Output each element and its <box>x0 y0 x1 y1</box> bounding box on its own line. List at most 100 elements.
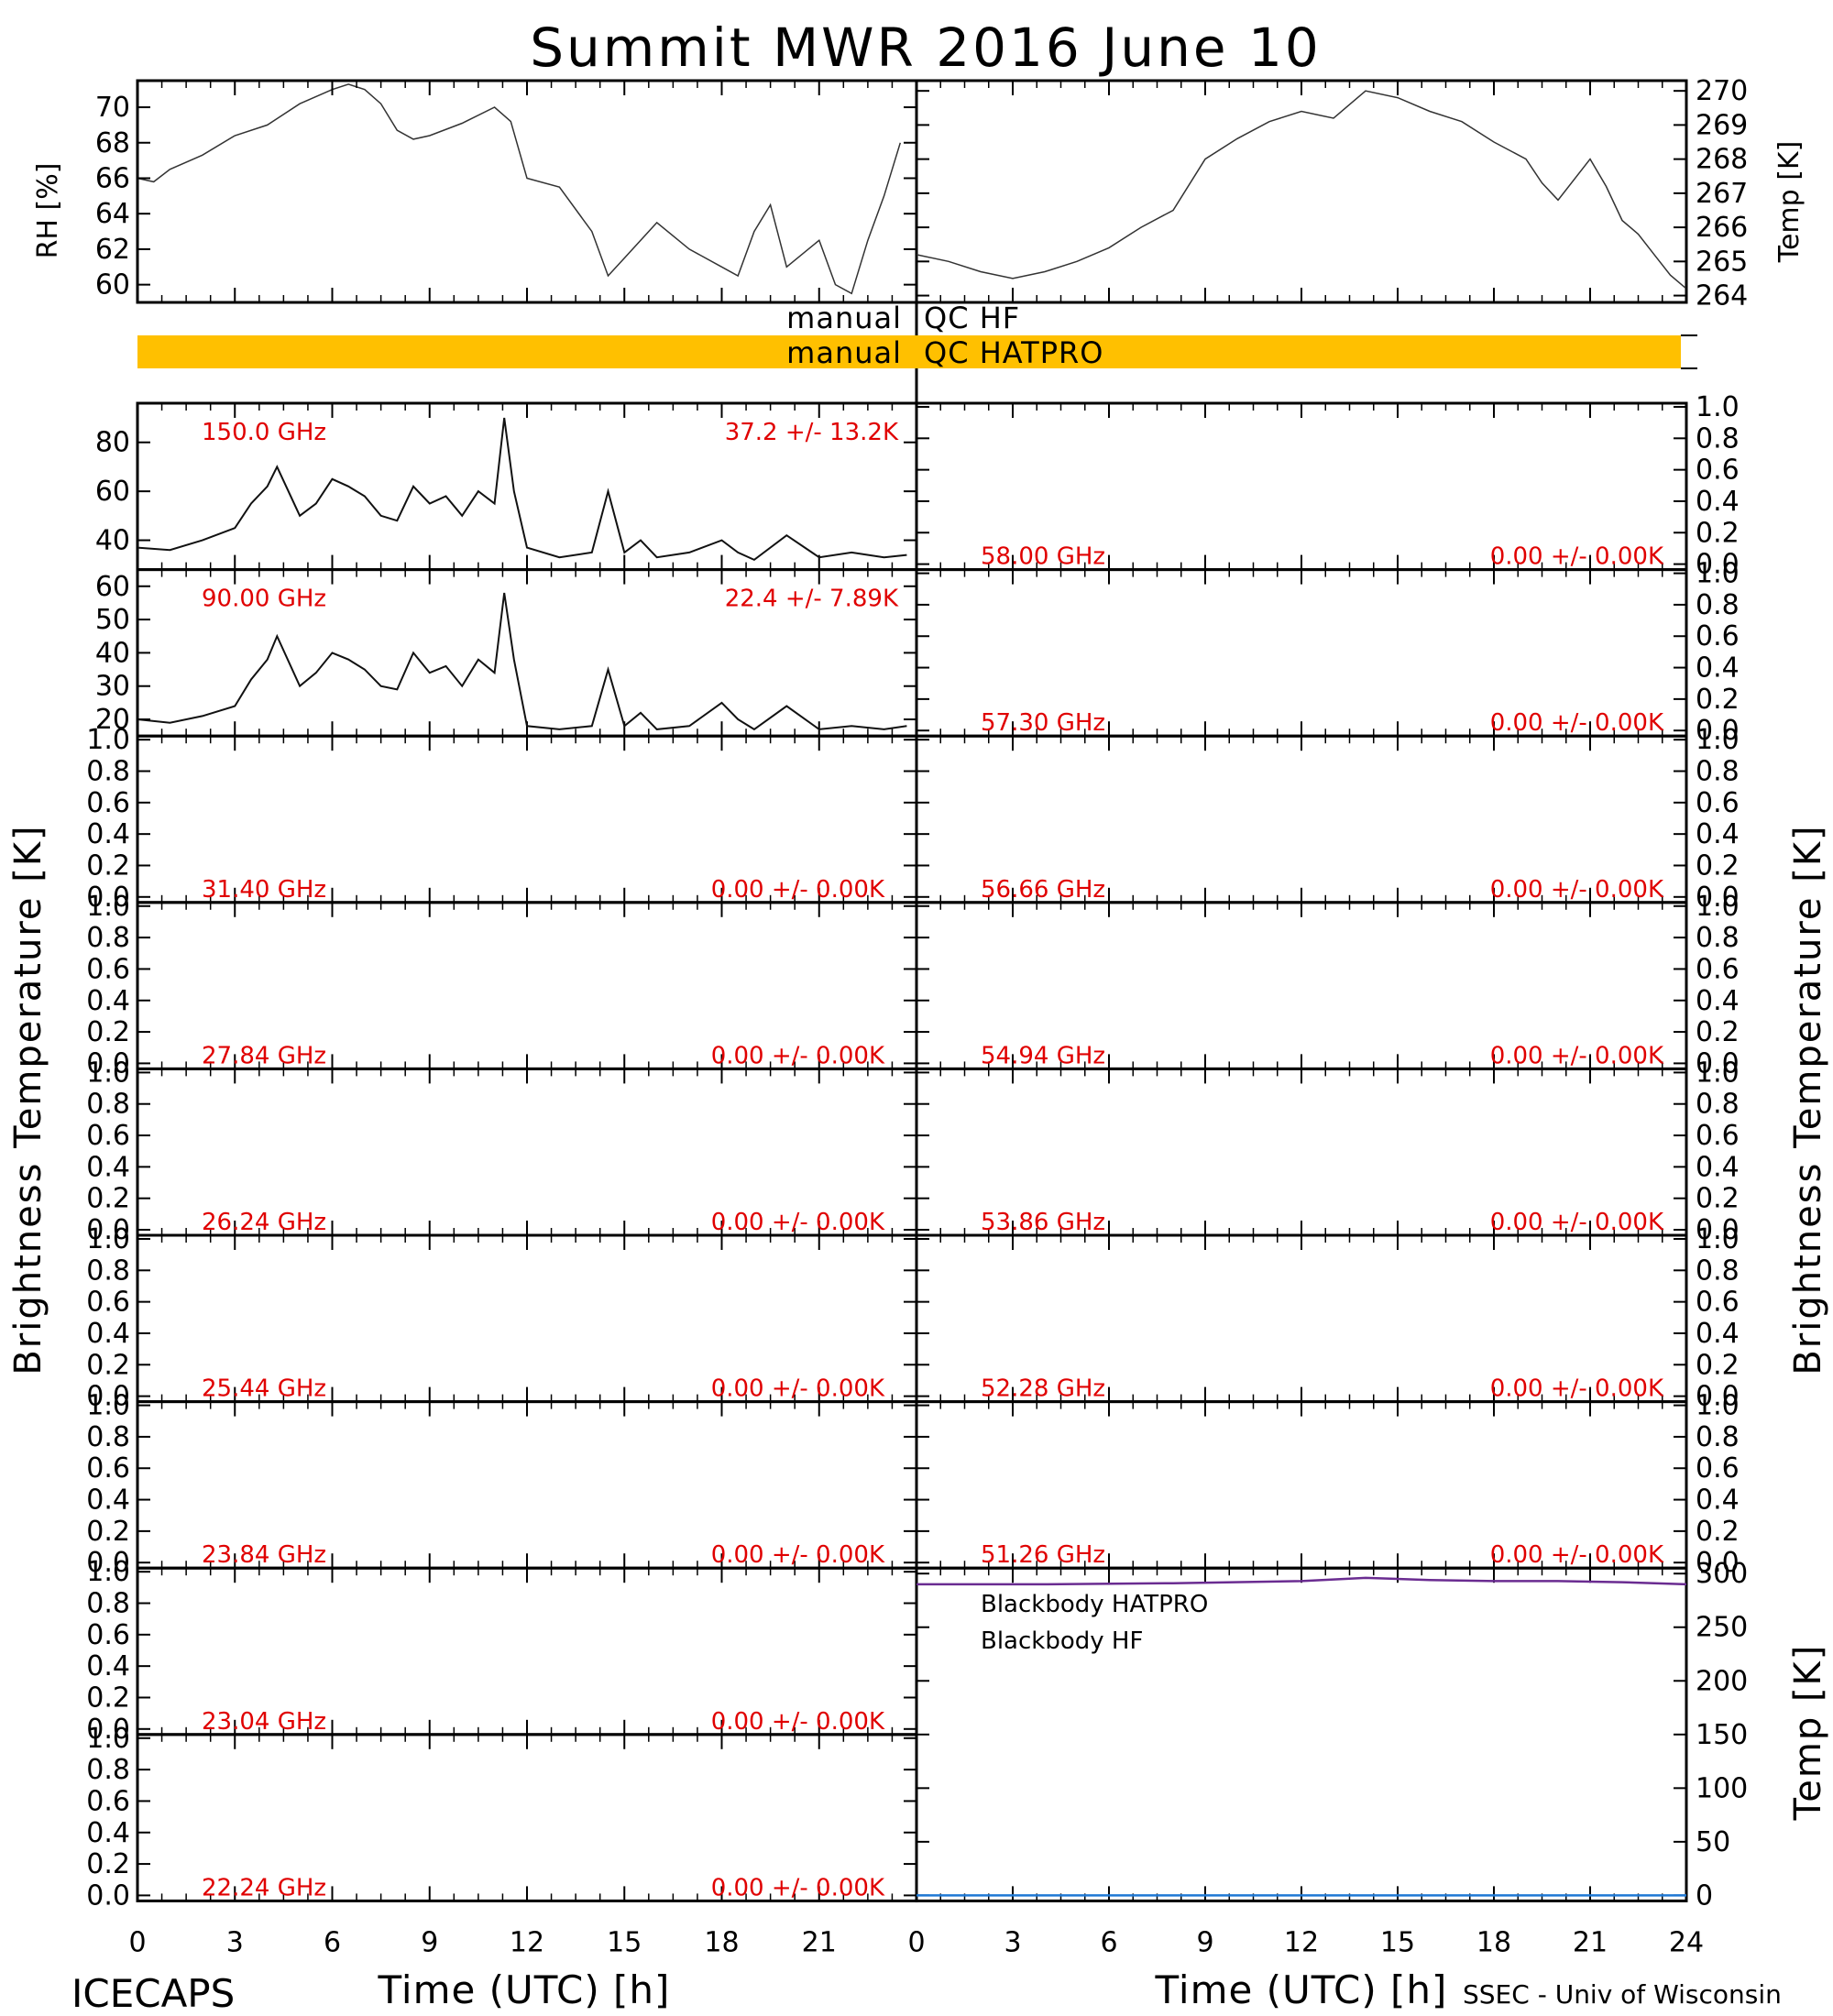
y-tick-label: 0.2 <box>86 849 130 882</box>
tb-left-axis-label: Brightness Temperature [K] <box>7 824 49 1375</box>
x-tick-label-left: 18 <box>704 1926 739 1958</box>
y-tick-label: 0.8 <box>86 1089 130 1121</box>
footer: ICECAPS Time (UTC) [h] Time (UTC) [h] SS… <box>71 1967 1782 2016</box>
x-tick-label-left: 15 <box>607 1926 642 1958</box>
y-tick-label: 1.0 <box>1696 724 1740 756</box>
channel-label: 58.00 GHz <box>981 543 1105 571</box>
channel-stat: 0.00 +/- 0.00K <box>1490 876 1664 904</box>
y-tick-label: 265 <box>1696 246 1748 278</box>
y-tick-label: 0.4 <box>86 1817 130 1849</box>
qc-hf-left: manual <box>786 301 902 335</box>
y-tick-label: 269 <box>1696 109 1748 141</box>
y-tick-label: 1.0 <box>1696 1057 1740 1089</box>
channel-stat: 0.00 +/- 0.00K <box>1490 543 1664 571</box>
y-tick-label: 30 <box>95 671 130 703</box>
channel-stat: 0.00 +/- 0.00K <box>1490 1042 1664 1069</box>
y-tick-label: 0.8 <box>86 1421 130 1453</box>
qc-section: manual QC HF manual QC HATPRO <box>137 301 1697 370</box>
y-tick-label: 0.2 <box>1696 1183 1740 1215</box>
channel-label: 56.66 GHz <box>981 876 1105 904</box>
temp-series-line <box>916 90 1687 290</box>
x-tick-label-right: 0 <box>907 1926 925 1958</box>
y-tick-label: 68 <box>95 127 130 159</box>
channel-label: 51.26 GHz <box>981 1541 1105 1569</box>
footer-right: SSEC - Univ of Wisconsin <box>1463 1979 1782 2010</box>
y-tick-label: 1.0 <box>1696 1223 1740 1255</box>
y-tick-label: 1.0 <box>86 891 130 923</box>
channel-label: 23.84 GHz <box>202 1541 326 1569</box>
y-tick-label: 1.0 <box>1696 391 1740 423</box>
qc-hatpro-bar <box>137 335 1681 368</box>
temp-axis-label: Temp [K] <box>1773 141 1806 264</box>
x-tick-label-right: 9 <box>1196 1926 1213 1958</box>
channel-label: 23.04 GHz <box>202 1708 326 1736</box>
y-tick-label: 0.6 <box>1696 620 1740 652</box>
channel-stat: 0.00 +/- 0.00K <box>711 1708 885 1736</box>
x-tick-label-right: 18 <box>1476 1926 1511 1958</box>
qc-hatpro-left: manual <box>786 335 902 370</box>
channel-label: 57.30 GHz <box>981 709 1105 737</box>
legend-blackbody-hatpro: Blackbody HATPRO <box>981 1591 1208 1618</box>
channel-stat: 0.00 +/- 0.00K <box>1490 1541 1664 1569</box>
y-tick-label: 50 <box>1696 1826 1730 1858</box>
x-tick-label-right: 6 <box>1100 1926 1117 1958</box>
y-tick-label: 0.4 <box>86 1318 130 1350</box>
x-tick-label-left: 3 <box>226 1926 244 1958</box>
y-tick-label: 0.2 <box>1696 517 1740 549</box>
x-tick-label-right: 12 <box>1284 1926 1319 1958</box>
y-tick-label: 1.0 <box>86 1057 130 1089</box>
y-tick-label: 0.2 <box>86 1183 130 1215</box>
y-tick-label: 0.2 <box>1696 1016 1740 1048</box>
y-tick-label: 0.2 <box>1696 684 1740 716</box>
y-tick-label: 0.0 <box>1696 549 1740 581</box>
y-tick-label: 0.0 <box>86 1714 130 1746</box>
y-tick-label: 270 <box>1696 75 1748 107</box>
y-tick-label: 0.4 <box>1696 818 1740 850</box>
x-tick-label-left: 12 <box>510 1926 544 1958</box>
y-tick-label: 0.0 <box>1696 715 1740 747</box>
xlabel-left: Time (UTC) [h] <box>378 1967 671 2012</box>
y-tick-label: 0.4 <box>86 1485 130 1517</box>
y-tick-label: 1.0 <box>86 1223 130 1255</box>
y-tick-label: 0.6 <box>1696 1120 1740 1152</box>
y-tick-label: 0.2 <box>86 1016 130 1048</box>
y-tick-label: 0.6 <box>1696 455 1740 487</box>
channel-label: 54.94 GHz <box>981 1042 1105 1069</box>
channel-stat: 0.00 +/- 0.00K <box>1490 709 1664 737</box>
y-tick-label: 0.0 <box>1696 882 1740 914</box>
y-tick-label: 0.0 <box>1696 1547 1740 1579</box>
y-tick-label: 268 <box>1696 144 1748 176</box>
tb-series-line <box>137 592 907 731</box>
x-tick-label-right: 24 <box>1669 1926 1704 1958</box>
y-tick-label: 40 <box>95 637 130 669</box>
y-tick-label: 0.4 <box>1696 486 1740 518</box>
y-tick-label: 0.8 <box>86 756 130 788</box>
y-tick-label: 0.2 <box>86 1848 130 1880</box>
y-tick-label: 0.6 <box>86 787 130 819</box>
y-tick-label: 0.0 <box>86 1547 130 1579</box>
y-tick-label: 0.4 <box>1696 1318 1740 1350</box>
y-tick-label: 0.8 <box>1696 922 1740 954</box>
tb-right-axis-label: Brightness Temperature [K] <box>1787 824 1829 1375</box>
y-tick-label: 250 <box>1696 1612 1748 1644</box>
temp-panel <box>915 79 1688 304</box>
y-tick-label: 66 <box>95 162 130 194</box>
rh-axis-label: RH [%] <box>32 163 64 259</box>
channel-label: 26.24 GHz <box>202 1209 326 1236</box>
y-tick-label: 0.8 <box>1696 756 1740 788</box>
y-tick-label: 0.2 <box>86 1516 130 1548</box>
axis-labels: RH [%] Temp [K] Brightness Temperature [… <box>7 141 1829 1822</box>
y-tick-label: 62 <box>95 234 130 266</box>
y-tick-label: 200 <box>1696 1665 1748 1697</box>
qc-hf-right: QC HF <box>924 301 1020 335</box>
y-tick-label: 0.8 <box>1696 1421 1740 1453</box>
y-tick-label: 0.8 <box>86 1588 130 1620</box>
y-tick-label: 1.0 <box>86 1390 130 1422</box>
legend-blackbody-hf: Blackbody HF <box>981 1627 1143 1655</box>
channel-stat: 0.00 +/- 0.00K <box>711 1375 885 1403</box>
y-tick-label: 60 <box>95 476 130 508</box>
y-tick-label: 0.4 <box>86 1151 130 1183</box>
y-tick-label: 0.0 <box>86 1047 130 1079</box>
